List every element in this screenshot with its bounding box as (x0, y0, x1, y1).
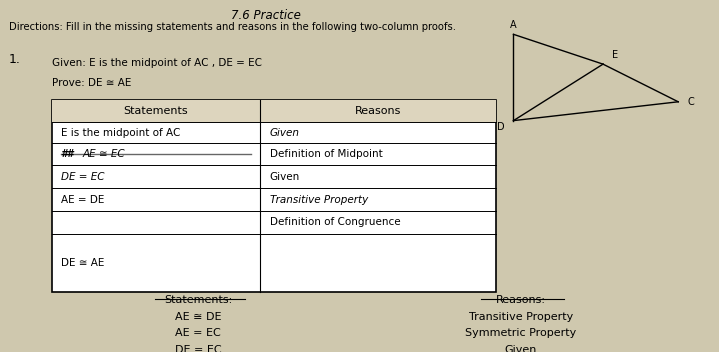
Text: AE ≅ EC: AE ≅ EC (82, 149, 125, 159)
Text: Given: Given (505, 345, 537, 352)
Text: Transitive Property: Transitive Property (270, 195, 368, 205)
Text: Given: E is the midpoint of AC , DE = EC: Given: E is the midpoint of AC , DE = EC (52, 58, 262, 68)
Text: 1.: 1. (9, 53, 20, 66)
Text: A: A (510, 20, 517, 30)
Text: DE ≅ AE: DE ≅ AE (61, 258, 104, 268)
Text: AE ≅ DE: AE ≅ DE (175, 312, 221, 322)
Text: DE = EC: DE = EC (175, 345, 221, 352)
Text: AE = EC: AE = EC (175, 328, 221, 338)
Text: Definition of Congruence: Definition of Congruence (270, 217, 400, 227)
Text: ##: ## (61, 149, 74, 159)
Text: Reasons:: Reasons: (495, 295, 546, 305)
Text: D: D (497, 122, 504, 132)
Text: Statements: Statements (124, 106, 188, 116)
Bar (52, 100, 495, 291)
Text: C: C (687, 97, 695, 107)
Text: E: E (613, 50, 618, 60)
Text: Directions: Fill in the missing statements and reasons in the following two-colu: Directions: Fill in the missing statemen… (9, 22, 456, 32)
Text: AE = DE: AE = DE (61, 195, 104, 205)
Text: Prove: DE ≅ AE: Prove: DE ≅ AE (52, 78, 131, 88)
Text: E is the midpoint of AC: E is the midpoint of AC (61, 128, 180, 138)
Bar (52, 100, 495, 122)
Text: Statements:: Statements: (164, 295, 232, 305)
Text: Given: Given (270, 128, 300, 138)
Text: 7.6 Practice: 7.6 Practice (232, 9, 301, 22)
Text: Reasons: Reasons (354, 106, 401, 116)
Text: Given: Given (270, 172, 300, 182)
Text: Transitive Property: Transitive Property (469, 312, 573, 322)
Text: Definition of Midpoint: Definition of Midpoint (270, 149, 383, 159)
Text: Symmetric Property: Symmetric Property (465, 328, 576, 338)
Text: DE = EC: DE = EC (61, 172, 104, 182)
